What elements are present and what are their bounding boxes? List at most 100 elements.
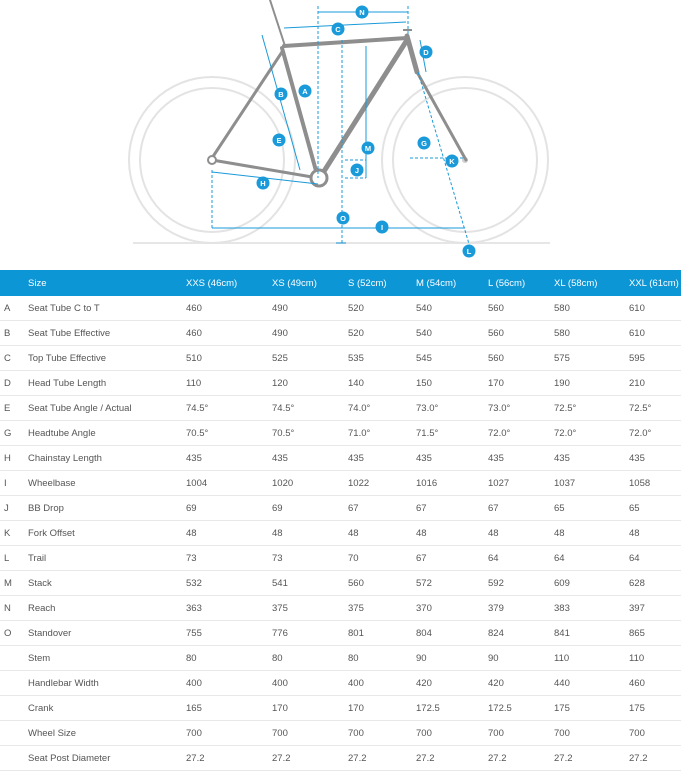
row-value: 383 (554, 595, 629, 621)
row-value: 175 (629, 695, 681, 721)
table-row: M Stack 532 541 560 572 592 609 628 (0, 570, 681, 596)
row-value: 27.2 (554, 745, 629, 771)
row-value: 700 (186, 720, 272, 746)
header-xl: XL (58cm) (554, 277, 598, 289)
row-letter: L (0, 545, 28, 571)
row-value: 74.5° (272, 395, 348, 421)
down-tube (318, 37, 410, 179)
marker-label: B (278, 90, 284, 99)
row-value: 74.5° (186, 395, 272, 421)
table-row: G Headtube Angle 70.5° 70.5° 71.0° 71.5° 72.0°… (0, 420, 681, 446)
row-value: 420 (416, 670, 488, 696)
row-value: 69 (186, 495, 272, 521)
row-value: 90 (488, 645, 554, 671)
row-letter: H (0, 445, 28, 471)
row-value: 70 (348, 545, 416, 571)
row-value: 190 (554, 370, 629, 396)
row-value: 580 (554, 320, 629, 346)
marker-label: A (302, 87, 308, 96)
row-value: 72.0° (554, 420, 629, 446)
row-value: 165 (186, 695, 272, 721)
row-value: 27.2 (416, 745, 488, 771)
marker-h: H (256, 176, 270, 190)
row-value: 379 (488, 595, 554, 621)
row-value: 27.2 (348, 745, 416, 771)
row-value: 48 (488, 520, 554, 546)
marker-badge (445, 154, 459, 168)
marker-d: D (419, 45, 433, 59)
row-value: 72.5° (554, 395, 629, 421)
row-value: 375 (348, 595, 416, 621)
row-value: 700 (629, 720, 681, 746)
seat-post (269, 0, 286, 47)
row-value: 560 (488, 320, 554, 346)
geometry-table: Size XXS (46cm) XS (49cm) S (52cm) M (54… (0, 270, 681, 771)
row-value: 48 (629, 520, 681, 546)
table-header-row: Size XXS (46cm) XS (49cm) S (52cm) M (54… (0, 270, 681, 296)
table-row: H Chainstay Length 435 435 435 435 435 435 435 (0, 445, 681, 471)
row-value: 120 (272, 370, 348, 396)
row-value: 72.0° (488, 420, 554, 446)
row-value: 170 (272, 695, 348, 721)
row-value: 73.0° (416, 395, 488, 421)
row-value: 575 (554, 345, 629, 371)
row-value: 490 (272, 320, 348, 346)
row-value: 540 (416, 296, 488, 321)
table-row: Wheel Size 700 700 700 700 700 700 700 (0, 720, 681, 746)
header-size: Size (28, 277, 47, 289)
row-value: 73.0° (488, 395, 554, 421)
row-value: 490 (272, 296, 348, 321)
row-value: 27.2 (488, 745, 554, 771)
table-row: Stem 80 80 80 90 90 110 110 (0, 645, 681, 671)
row-value: 110 (629, 645, 681, 671)
row-value: 140 (348, 370, 416, 396)
table-body: A Seat Tube C to T 460 490 520 540 560 580 610 B S… (0, 296, 681, 771)
row-value: 370 (416, 595, 488, 621)
row-value: 460 (186, 320, 272, 346)
row-value: 435 (629, 445, 681, 471)
row-value: 804 (416, 620, 488, 646)
row-value: 48 (348, 520, 416, 546)
row-value: 435 (416, 445, 488, 471)
row-value: 110 (186, 370, 272, 396)
marker-b: B (274, 87, 288, 101)
row-value: 150 (416, 370, 488, 396)
row-value: 435 (186, 445, 272, 471)
row-value: 700 (348, 720, 416, 746)
seatstay (210, 50, 284, 160)
rear-dropout (207, 155, 217, 165)
marker-badge (331, 22, 345, 36)
row-value: 572 (416, 570, 488, 596)
row-value: 69 (272, 495, 348, 521)
marker-a: A (298, 84, 312, 98)
marker-label: C (335, 25, 341, 34)
row-value: 755 (186, 620, 272, 646)
row-letter: N (0, 595, 28, 621)
row-name: Crank (28, 695, 186, 721)
row-name: Wheelbase (28, 470, 186, 496)
table-row: E Seat Tube Angle / Actual 74.5° 74.5° 74.0°… (0, 395, 681, 421)
row-value: 80 (272, 645, 348, 671)
front-wheel-outer (381, 76, 549, 244)
header-xxs: XXS (46cm) (186, 277, 238, 289)
row-letter: M (0, 570, 28, 596)
row-value: 592 (488, 570, 554, 596)
header-s: S (52cm) (348, 277, 387, 289)
marker-badge (361, 141, 375, 155)
seat-tube-line (261, 34, 301, 171)
table-row: N Reach 363 375 375 370 379 383 397 (0, 595, 681, 621)
row-name: Trail (28, 545, 186, 571)
row-value: 48 (186, 520, 272, 546)
seat-tube (280, 46, 320, 180)
row-value: 460 (629, 670, 681, 696)
row-value: 1004 (186, 470, 272, 496)
row-value: 1016 (416, 470, 488, 496)
row-letter: I (0, 470, 28, 496)
row-value: 824 (488, 620, 554, 646)
marker-badge (350, 163, 364, 177)
row-value: 560 (348, 570, 416, 596)
row-value: 48 (554, 520, 629, 546)
table-row: A Seat Tube C to T 460 490 520 540 560 580 610 (0, 296, 681, 321)
table-row: Crank 165 170 170 172.5 172.5 175 175 (0, 695, 681, 721)
row-value: 64 (488, 545, 554, 571)
